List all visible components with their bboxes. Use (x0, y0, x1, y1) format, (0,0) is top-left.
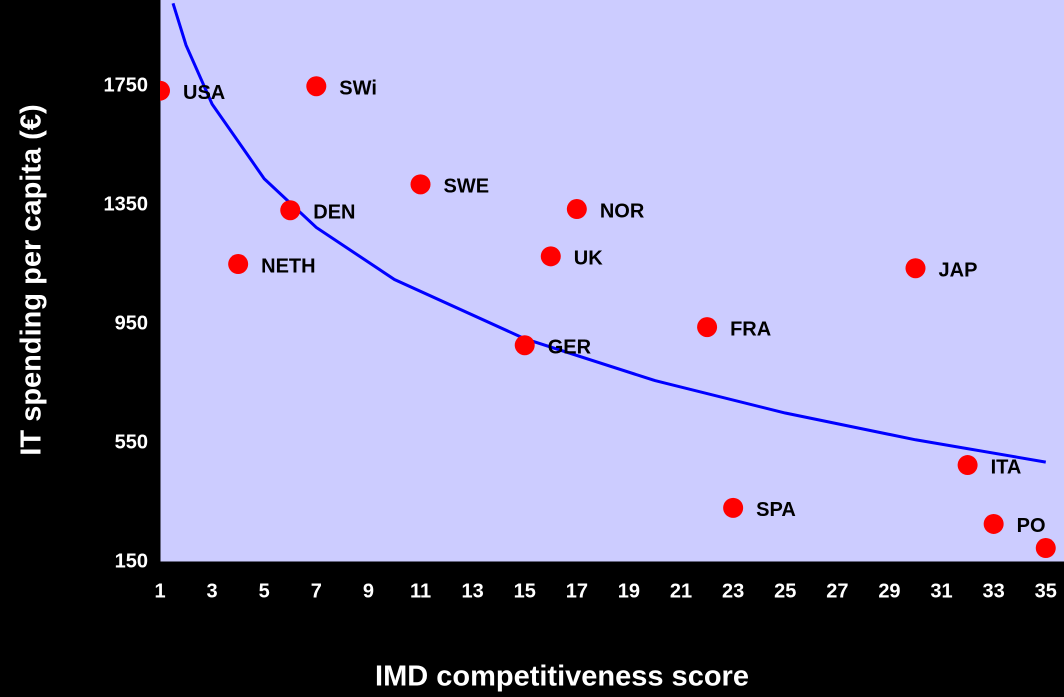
point-label: DEN (313, 202, 355, 224)
point-label: ITA (991, 456, 1022, 478)
trend-line (171, 2, 1047, 464)
x-tick-label: 25 (774, 580, 796, 602)
point (160, 80, 170, 101)
point (410, 174, 431, 195)
x-tick-label: 33 (983, 580, 1005, 602)
point (723, 497, 744, 518)
y-tick-label: 950 (115, 312, 148, 334)
point-label: PO (1017, 515, 1046, 537)
point-label: SWE (444, 176, 490, 198)
x-tick-label: 29 (878, 580, 900, 602)
plot-area (160, 0, 1064, 562)
point (514, 335, 535, 356)
x-tick-label: 3 (207, 580, 218, 602)
point-label: UK (574, 248, 603, 270)
x-tick-label: 9 (363, 580, 374, 602)
point (697, 317, 718, 338)
point-label: JAP (939, 259, 978, 281)
y-tick-label: 550 (115, 431, 148, 453)
point (540, 246, 561, 267)
y-tick-label: 1750 (104, 75, 149, 97)
point-label: SPA (756, 499, 796, 521)
y-tick-label: 150 (115, 550, 148, 572)
x-tick-label: 35 (1035, 580, 1057, 602)
x-tick-label: 7 (311, 580, 322, 602)
x-tick-label: 1 (154, 580, 165, 602)
x-tick-label: 27 (826, 580, 848, 602)
x-tick-label: 15 (514, 580, 536, 602)
point (905, 258, 926, 279)
point (1035, 538, 1056, 559)
x-tick-label: 11 (410, 580, 431, 602)
x-tick-label: 23 (722, 580, 744, 602)
x-tick-label: 5 (259, 580, 270, 602)
x-tick-label: 13 (461, 580, 483, 602)
x-tick-label: 19 (618, 580, 640, 602)
y-axis-label: IT spending per capita (€) (16, 104, 48, 455)
point-label: USA (183, 82, 225, 104)
x-axis-label: IMD competitiveness score (375, 661, 749, 693)
y-tick-label: 1350 (104, 193, 149, 215)
point-label: FRA (730, 318, 771, 340)
point (306, 76, 327, 97)
point (983, 513, 1004, 534)
point (957, 455, 978, 476)
point (280, 200, 301, 221)
x-tick-label: 31 (930, 580, 952, 602)
point-label: NOR (600, 200, 645, 222)
point-label: NETH (261, 255, 315, 277)
point-label: GER (548, 337, 592, 359)
point (228, 254, 249, 275)
point (566, 199, 587, 220)
x-tick-label: 17 (566, 580, 588, 602)
x-tick-label: 21 (670, 580, 692, 602)
point-label: SWi (339, 78, 377, 100)
